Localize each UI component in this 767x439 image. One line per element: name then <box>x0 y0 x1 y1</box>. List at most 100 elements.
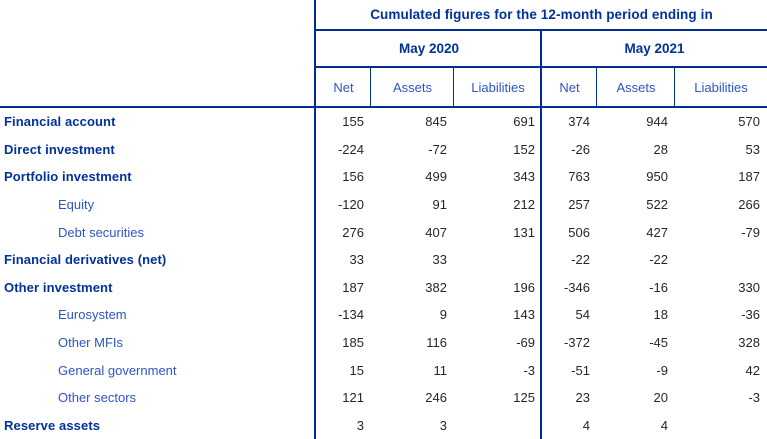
column-group-row: May 2020 May 2021 <box>316 31 767 66</box>
divider-labels-data <box>314 0 316 439</box>
table-row: Financial derivatives (net) 33 33 -22 -22 <box>0 246 767 274</box>
cell-may2020-net: 33 <box>349 252 364 268</box>
row-label: Portfolio investment <box>4 169 132 185</box>
cell-may2020-net: 15 <box>349 362 364 378</box>
cell-may2020-net: 155 <box>342 114 364 130</box>
cell-may2021-assets: 20 <box>653 390 668 406</box>
cell-may2021-net: -372 <box>563 334 590 350</box>
cell-may2020-liabilities: 212 <box>513 197 535 213</box>
cell-may2020-net: -120 <box>337 197 364 213</box>
divider-below-headers <box>0 106 767 108</box>
cell-may2021-liabilities: -79 <box>741 224 760 240</box>
table-row: Financial account 155 845 691 374 944 570 <box>0 108 767 136</box>
table-row: Other investment 187 382 196 -346 -16 330 <box>0 274 767 302</box>
cell-may2020-assets: 845 <box>425 114 447 130</box>
cell-may2021-liabilities: -3 <box>748 390 760 406</box>
cell-may2021-net: 4 <box>582 417 590 433</box>
table-row: Portfolio investment 156 499 343 763 950 187 <box>0 163 767 191</box>
table-title: Cumulated figures for the 12-month perio… <box>370 7 713 22</box>
column-header-may2021-liabilities: Liabilities <box>694 79 748 95</box>
row-label: Other MFIs <box>58 334 124 350</box>
cell-may2021-liabilities: 53 <box>745 141 760 157</box>
table-row: Reserve assets 3 3 4 4 <box>0 411 767 439</box>
cell-may2021-liabilities: 187 <box>738 169 760 185</box>
column-header-may2020-assets: Assets <box>392 79 432 95</box>
row-label: Direct investment <box>4 141 115 157</box>
cell-may2021-net: -346 <box>563 279 590 295</box>
cell-may2020-liabilities: -69 <box>516 334 535 350</box>
cell-may2020-assets: -72 <box>428 141 447 157</box>
cell-may2020-liabilities: 343 <box>513 169 535 185</box>
cell-may2021-assets: 4 <box>660 417 668 433</box>
divider-between-years <box>540 31 542 439</box>
cell-may2020-assets: 91 <box>432 197 447 213</box>
row-label: Financial derivatives (net) <box>4 252 167 268</box>
cell-may2021-assets: 944 <box>646 114 668 130</box>
cell-may2021-liabilities: 570 <box>738 114 760 130</box>
column-header-row: Net Assets Liabilities Net Assets Liabil… <box>316 68 767 106</box>
cell-may2020-net: 156 <box>342 169 364 185</box>
cell-may2021-net: -51 <box>571 362 590 378</box>
cell-may2021-net: 257 <box>568 197 590 213</box>
divider-net-assets-2020 <box>370 68 371 106</box>
cell-may2020-net: -134 <box>337 307 364 323</box>
cell-may2021-net: 374 <box>568 114 590 130</box>
cell-may2021-assets: 18 <box>653 307 668 323</box>
cell-may2020-liabilities: 131 <box>513 224 535 240</box>
cell-may2020-assets: 246 <box>425 390 447 406</box>
table-row: Direct investment -224 -72 152 -26 28 53 <box>0 136 767 164</box>
row-label: Other investment <box>4 279 113 295</box>
divider-assets-liabilities-2021 <box>674 68 675 106</box>
cell-may2021-assets: -22 <box>649 252 668 268</box>
table-row: Equity -120 91 212 257 522 266 <box>0 191 767 219</box>
cell-may2020-assets: 9 <box>439 307 447 323</box>
column-header-may2020-net: Net <box>333 79 354 95</box>
cell-may2021-assets: 522 <box>646 197 668 213</box>
cell-may2020-net: 276 <box>342 224 364 240</box>
table-body: Financial account 155 845 691 374 944 570 Direc… <box>0 108 767 439</box>
column-group-may-2020: May 2020 <box>398 41 460 56</box>
cell-may2021-net: 23 <box>575 390 590 406</box>
cell-may2020-assets: 116 <box>426 334 447 350</box>
cell-may2020-liabilities: 125 <box>513 390 535 406</box>
cell-may2020-net: 187 <box>342 279 364 295</box>
cell-may2020-net: 185 <box>342 334 364 350</box>
cell-may2021-liabilities: 328 <box>738 334 760 350</box>
cell-may2021-liabilities: 266 <box>738 197 760 213</box>
cell-may2020-assets: 382 <box>425 279 447 295</box>
cell-may2021-net: -22 <box>571 252 590 268</box>
cell-may2020-net: 121 <box>342 390 364 406</box>
cell-may2021-assets: -9 <box>656 362 668 378</box>
cell-may2021-net: 763 <box>568 169 590 185</box>
cell-may2021-assets: 950 <box>646 169 668 185</box>
cell-may2021-assets: -45 <box>649 334 668 350</box>
cell-may2020-assets: 407 <box>425 224 447 240</box>
divider-net-assets-2021 <box>596 68 597 106</box>
row-label: Debt securities <box>58 224 144 240</box>
cell-may2021-net: -26 <box>571 141 590 157</box>
cell-may2021-net: 54 <box>575 307 590 323</box>
cell-may2020-liabilities: 196 <box>513 279 535 295</box>
row-label: Financial account <box>4 114 116 130</box>
cell-may2021-liabilities: 330 <box>738 279 760 295</box>
row-label: General government <box>58 362 177 378</box>
cell-may2020-liabilities: 152 <box>513 141 535 157</box>
cell-may2021-net: 506 <box>568 224 590 240</box>
cell-may2021-assets: 427 <box>646 224 668 240</box>
cell-may2021-assets: -16 <box>649 279 668 295</box>
table-row: Eurosystem -134 9 143 54 18 -36 <box>0 301 767 329</box>
cell-may2021-liabilities: 42 <box>745 362 760 378</box>
table-row: Debt securities 276 407 131 506 427 -79 <box>0 218 767 246</box>
cell-may2020-liabilities: 143 <box>513 307 535 323</box>
column-header-may2020-liabilities: Liabilities <box>471 79 525 95</box>
row-label: Eurosystem <box>58 307 127 323</box>
column-group-may-2021: May 2021 <box>624 41 685 56</box>
cell-may2021-assets: 28 <box>653 141 668 157</box>
table-row: Other sectors 121 246 125 23 20 -3 <box>0 384 767 412</box>
cell-may2020-assets: 11 <box>433 362 448 378</box>
cell-may2020-assets: 33 <box>432 252 447 268</box>
cell-may2020-assets: 3 <box>439 417 447 433</box>
column-header-may2021-net: Net <box>559 79 580 95</box>
cell-may2020-net: 3 <box>356 417 364 433</box>
row-label: Equity <box>58 197 95 213</box>
